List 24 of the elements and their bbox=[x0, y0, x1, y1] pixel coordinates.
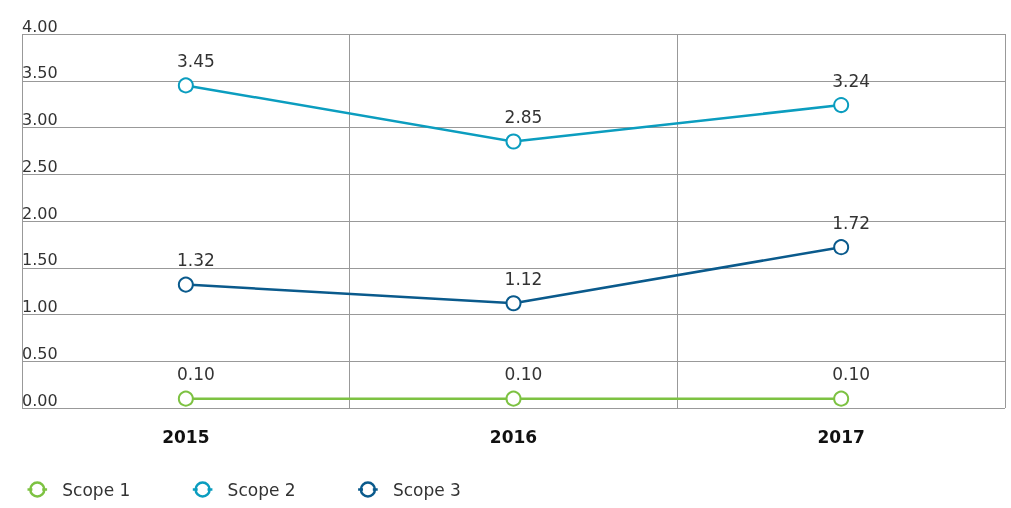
data-label: 0.10 bbox=[504, 364, 543, 385]
y-tick-label: 4.00 bbox=[22, 16, 58, 36]
data-label: 1.72 bbox=[832, 212, 871, 233]
data-label: 3.24 bbox=[832, 70, 871, 91]
data-label: 2.85 bbox=[504, 107, 543, 128]
y-tick-label: 0.00 bbox=[22, 390, 58, 410]
y-tick-label: 1.50 bbox=[22, 250, 58, 270]
y-tick-label: 2.00 bbox=[22, 203, 58, 223]
data-label: 0.10 bbox=[832, 364, 871, 385]
legend-label: Scope 2 bbox=[227, 479, 296, 500]
y-tick-label: 2.50 bbox=[22, 156, 58, 176]
y-tick-label: 3.00 bbox=[22, 110, 58, 129]
x-tick-label: 2017 bbox=[817, 426, 865, 447]
data-label: 0.10 bbox=[176, 364, 215, 385]
x-tick-label: 2016 bbox=[489, 426, 538, 447]
y-tick-label: 1.00 bbox=[22, 297, 58, 316]
data-label: 1.32 bbox=[176, 250, 215, 271]
y-tick-label: 3.50 bbox=[22, 63, 58, 83]
data-label: 1.12 bbox=[504, 268, 543, 289]
legend-label: Scope 3 bbox=[392, 479, 461, 500]
y-tick-label: 0.50 bbox=[22, 343, 58, 363]
data-label: 3.45 bbox=[176, 50, 215, 71]
x-tick-label: 2015 bbox=[162, 426, 210, 447]
legend-label: Scope 1 bbox=[62, 479, 131, 500]
